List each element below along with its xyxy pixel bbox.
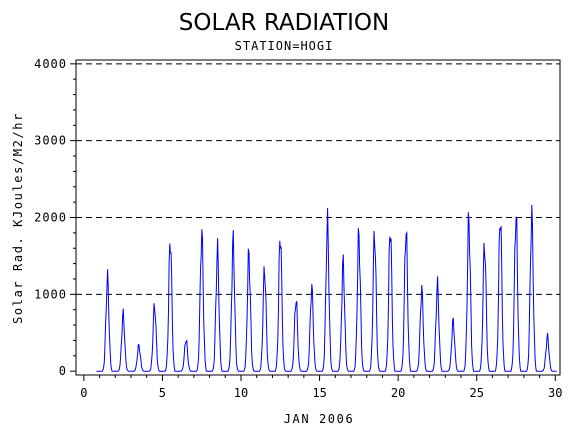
x-tick-label: 15 <box>312 386 326 400</box>
radiation-series <box>96 204 557 372</box>
x-tick-label: 25 <box>469 386 483 400</box>
chart-subtitle: STATION=HOGI <box>235 39 334 53</box>
axes: 0 1000 2000 3000 4000 0 5 10 15 20 25 30 <box>34 57 562 400</box>
x-tick-label: 10 <box>234 386 248 400</box>
y-tick-label: 1000 <box>34 287 67 301</box>
x-tick-label: 20 <box>391 386 405 400</box>
chart-title: SOLAR RADIATION <box>179 10 389 36</box>
y-tick-label: 3000 <box>34 134 67 148</box>
x-tick-label: 30 <box>548 386 562 400</box>
x-tick-label: 5 <box>159 386 166 400</box>
x-axis-label: JAN 2006 <box>284 412 355 426</box>
x-tick-label: 0 <box>80 386 87 400</box>
y-tick-label: 0 <box>59 364 67 378</box>
y-axis-label: Solar Rad. KJoules/M2/hr <box>11 112 25 324</box>
y-tick-label: 2000 <box>34 211 67 225</box>
y-tick-label: 4000 <box>34 57 67 71</box>
grid-lines <box>76 63 560 295</box>
series-line-solar-radiation <box>96 204 557 372</box>
